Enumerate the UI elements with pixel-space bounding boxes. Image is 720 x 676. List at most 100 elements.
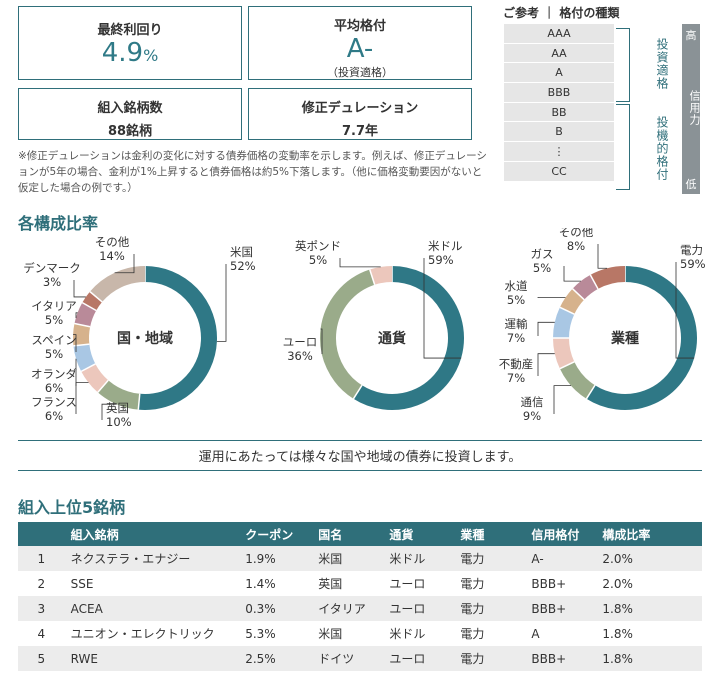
- leader-line: [75, 312, 78, 318]
- duration-value: 7.7年: [341, 124, 379, 139]
- table-cell: 1.4%: [245, 576, 276, 591]
- table-header-cell: 国名: [318, 527, 343, 542]
- donut-segment: [369, 266, 393, 285]
- slice-label: 通信: [521, 395, 544, 409]
- table-cell: 5.3%: [245, 626, 276, 641]
- leader-line: [423, 258, 462, 359]
- donut-center-label: 国・地域: [117, 330, 173, 347]
- donut-segment: [572, 274, 599, 300]
- segment-divider: [572, 288, 585, 301]
- table-header-cell: [18, 522, 65, 546]
- credit-label: 信用力: [688, 90, 701, 126]
- rating-value: A-: [346, 34, 374, 64]
- rating-item: BB: [504, 102, 614, 123]
- donut-segment: [553, 337, 575, 369]
- slice-label: 運輸: [505, 317, 528, 331]
- yield-value: 4.9%: [101, 38, 159, 68]
- table-row: 4 ユニオン・エレクトリック 5.3% 米国 米ドル 電力 A 1.8%: [18, 621, 702, 646]
- segment-divider: [74, 322, 91, 328]
- leader-line: [563, 266, 581, 282]
- donut-center-label: 通貨: [378, 330, 406, 347]
- slice-value: 6%: [45, 381, 63, 395]
- slice-value: 5%: [45, 347, 63, 361]
- table-row: 2 SSE 1.4% 英国 ユーロ 電力 BBB+ 2.0%: [18, 571, 702, 596]
- slice-value: 14%: [99, 249, 125, 263]
- table-cell: RWE: [70, 651, 98, 666]
- slice-value: 10%: [106, 415, 132, 429]
- table-row: 3 ACEA 0.3% イタリア ユーロ 電力 BBB+ 1.8%: [18, 596, 702, 621]
- slice-label: 英国: [106, 401, 129, 415]
- slice-label: 不動産: [499, 357, 534, 371]
- slice-label: 英ポンド: [295, 239, 341, 253]
- table-cell: 電力: [460, 627, 485, 641]
- table-cell: 1.8%: [602, 601, 633, 616]
- leader-line: [101, 403, 117, 420]
- segment-divider: [89, 291, 103, 303]
- top5-table: 組入銘柄 クーポン 国名 通貨 業種 信用格付 構成比率 1 ネクステラ・エナジー 1.9% 米国…: [18, 522, 702, 671]
- speculative-grade-label: 投機的格付: [655, 116, 669, 181]
- donut-segment: [97, 380, 141, 410]
- table-cell: 2.0%: [602, 551, 633, 566]
- table-cell: 英国: [318, 577, 343, 591]
- table-cell: 1.8%: [602, 651, 633, 666]
- slice-value: 52%: [230, 259, 256, 273]
- slice-label: スペイン: [31, 333, 76, 347]
- slice-label: イタリア: [31, 299, 77, 313]
- table-cell: 米ドル: [389, 552, 426, 566]
- table-cell: 電力: [460, 602, 485, 616]
- credit-low-label: 低: [685, 178, 697, 191]
- table-cell: A: [531, 626, 540, 641]
- segment-divider: [137, 393, 141, 410]
- table-cell: A-: [531, 551, 544, 566]
- donut-segment: [320, 269, 375, 399]
- slice-value: 59%: [680, 257, 706, 271]
- slice-label: デンマーク: [23, 261, 81, 275]
- rating-item: AAA: [504, 24, 614, 44]
- segment-divider: [589, 274, 599, 290]
- table-header-cell: 組入銘柄: [70, 527, 119, 542]
- donut-segment: [81, 363, 109, 393]
- donut-segment: [138, 266, 217, 410]
- leader-line: [73, 334, 77, 352]
- table-cell: ユーロ: [389, 577, 426, 591]
- table-cell: 1.8%: [602, 626, 633, 641]
- table-cell: 5: [37, 651, 46, 666]
- slice-value: 5%: [533, 261, 551, 275]
- rating-item: BBB: [504, 83, 614, 103]
- rating-item: AA: [504, 43, 614, 64]
- reference-title: ご参考 ｜ 格付の種類: [503, 6, 620, 20]
- table-cell: 1.9%: [245, 551, 276, 566]
- slice-value: 9%: [523, 409, 541, 423]
- leader-line: [553, 385, 571, 414]
- slice-value: 6%: [45, 409, 63, 423]
- rating-item: B: [504, 122, 614, 143]
- slice-value: 5%: [507, 293, 525, 307]
- donut-segment: [82, 291, 103, 311]
- slice-label: ガス: [531, 247, 554, 261]
- slice-label: 米国: [230, 245, 253, 259]
- donut-segment: [590, 266, 626, 290]
- leader-line: [216, 264, 227, 342]
- donut-segment: [553, 307, 575, 339]
- donut-segment: [73, 343, 96, 372]
- leader-line: [73, 280, 86, 298]
- donut-segment: [73, 323, 91, 346]
- rating-item: CC: [504, 161, 614, 182]
- slice-label: 水道: [505, 279, 528, 293]
- donut-segment: [89, 266, 146, 303]
- caption-bottom-rule: [18, 470, 702, 471]
- table-header-cell: 信用格付: [531, 527, 580, 542]
- leader-line: [320, 328, 323, 354]
- table-cell: 2: [37, 576, 46, 591]
- slice-label: オランダ: [31, 367, 77, 381]
- table-header-cell: 業種: [460, 527, 485, 542]
- investment-grade-bracket: [616, 28, 630, 102]
- slice-value: 36%: [287, 349, 313, 363]
- slice-value: 5%: [309, 253, 327, 267]
- table-cell: 2.5%: [245, 651, 276, 666]
- yield-box: 最終利回り 4.9%: [18, 6, 242, 80]
- slice-value: 59%: [428, 253, 454, 267]
- table-row: 5 RWE 2.5% ドイツ ユーロ 電力 BBB+ 1.8%: [18, 646, 702, 671]
- count-box: 組入銘柄数 88銘柄: [18, 88, 242, 140]
- segment-divider: [80, 363, 96, 373]
